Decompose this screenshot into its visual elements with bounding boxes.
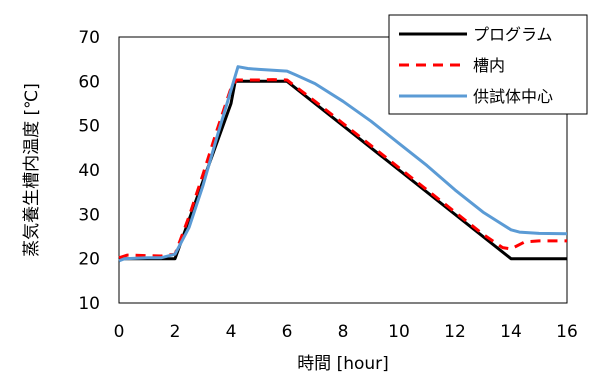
y-tick-label: 30 [78,205,100,225]
x-tick-label: 4 [226,322,237,342]
y-tick-label: 20 [78,250,100,270]
x-tick-labels: 0 2 4 6 8 10 12 14 16 [114,322,578,342]
x-tick-label: 6 [282,322,293,342]
x-tick-label: 16 [556,322,578,342]
x-tick-label: 2 [170,322,181,342]
x-tick-label: 10 [388,322,410,342]
x-tick-label: 12 [444,322,466,342]
x-axis-title: 時間 [hour] [297,354,389,374]
y-tick-label: 40 [78,161,100,181]
y-tick-labels: 10 20 30 40 50 60 70 [78,28,100,314]
series-line-2 [118,65,568,263]
legend-label-0: プログラム [473,25,553,44]
legend-label-1: 槽内 [473,56,505,75]
y-tick-label: 70 [78,28,100,48]
legend-label-2: 供試体中心 [473,87,553,106]
y-tick-label: 10 [78,294,100,314]
x-tick-label: 8 [338,322,349,342]
y-axis-title: 蒸気養生槽内温度 [℃] [22,83,42,257]
y-tick-label: 60 [78,72,100,92]
x-tick-label: 0 [114,322,125,342]
x-tick-label: 14 [500,322,522,342]
y-tick-label: 50 [78,117,100,137]
series-layer [118,65,568,263]
